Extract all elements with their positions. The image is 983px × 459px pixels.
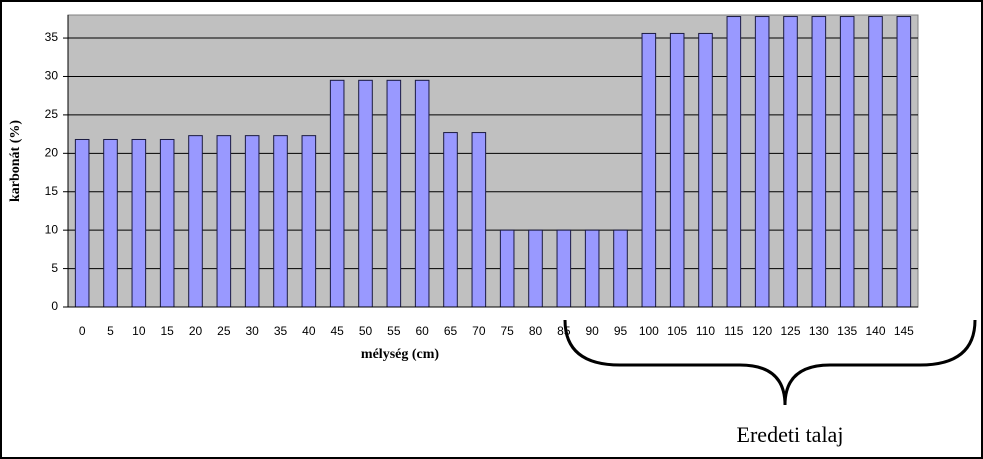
bar (754, 16, 770, 308)
bar (74, 138, 90, 308)
y-tick-label: 0 (51, 299, 58, 313)
y-tick-label: 15 (45, 184, 59, 198)
y-tick-label: 30 (45, 69, 59, 83)
bar (273, 135, 288, 308)
x-tick-label: 30 (245, 324, 259, 338)
x-tick-label: 45 (330, 324, 344, 338)
bar (301, 135, 317, 308)
bar (386, 79, 402, 308)
bar (471, 132, 487, 308)
bar (131, 138, 147, 308)
x-tick-label: 70 (472, 324, 486, 338)
bar (528, 229, 543, 308)
x-tick-label: 100 (639, 324, 659, 338)
y-tick-label: 25 (45, 107, 59, 121)
bar (499, 229, 515, 308)
x-tick-label: 145 (894, 324, 914, 338)
bar (783, 16, 798, 308)
y-tick-label: 10 (45, 222, 59, 236)
bar (896, 16, 912, 308)
x-tick-label: 90 (585, 324, 599, 338)
x-tick-label: 40 (302, 324, 316, 338)
bar (443, 132, 458, 308)
brace (563, 319, 977, 406)
bar (556, 229, 572, 308)
bar (329, 79, 345, 308)
bar (414, 79, 430, 308)
x-tick-label: 65 (444, 324, 458, 338)
x-tick-label: 60 (415, 324, 429, 338)
bar (698, 32, 713, 308)
plot-area (67, 14, 919, 308)
bar (669, 32, 685, 308)
bar (811, 16, 827, 308)
x-tick-label: 80 (529, 324, 543, 338)
y-tick-label: 20 (45, 145, 59, 159)
x-tick-label: 35 (274, 324, 288, 338)
y-axis-title: karbonát (%) (8, 120, 23, 202)
x-tick-label: 5 (107, 324, 114, 338)
bar (159, 138, 175, 308)
x-tick-label: 105 (667, 324, 687, 338)
x-tick-label: 25 (217, 324, 231, 338)
y-tick-label: 35 (45, 30, 59, 44)
bar (641, 32, 657, 308)
x-tick-label: 95 (614, 324, 628, 338)
x-tick-label: 10 (132, 324, 146, 338)
x-tick-label: 115 (724, 324, 743, 338)
bar (868, 16, 883, 308)
x-tick-label: 135 (837, 324, 857, 338)
x-tick-label: 20 (189, 324, 203, 338)
bar (584, 229, 600, 308)
x-tick-label: 75 (500, 324, 514, 338)
bar (103, 138, 118, 308)
x-tick-label: 125 (780, 324, 800, 338)
bar (358, 79, 373, 308)
bar (188, 135, 203, 308)
x-axis-title: mélység (cm) (361, 347, 439, 362)
x-tick-label: 50 (359, 324, 373, 338)
x-tick-label: 130 (809, 324, 829, 338)
annotation: Eredeti talaj (737, 422, 844, 447)
x-tick-label: 110 (696, 324, 715, 338)
y-tick-label: 5 (51, 261, 58, 275)
x-tick-label: 140 (865, 324, 885, 338)
bar (244, 135, 260, 308)
x-tick-label: 120 (752, 324, 772, 338)
x-tick-label: 0 (79, 324, 86, 338)
bar (726, 16, 742, 308)
bar (216, 135, 232, 308)
bar (839, 16, 855, 308)
bar (613, 229, 628, 308)
x-tick-label: 15 (160, 324, 174, 338)
x-tick-label: 85 (557, 324, 571, 338)
x-tick-label: 55 (387, 324, 401, 338)
